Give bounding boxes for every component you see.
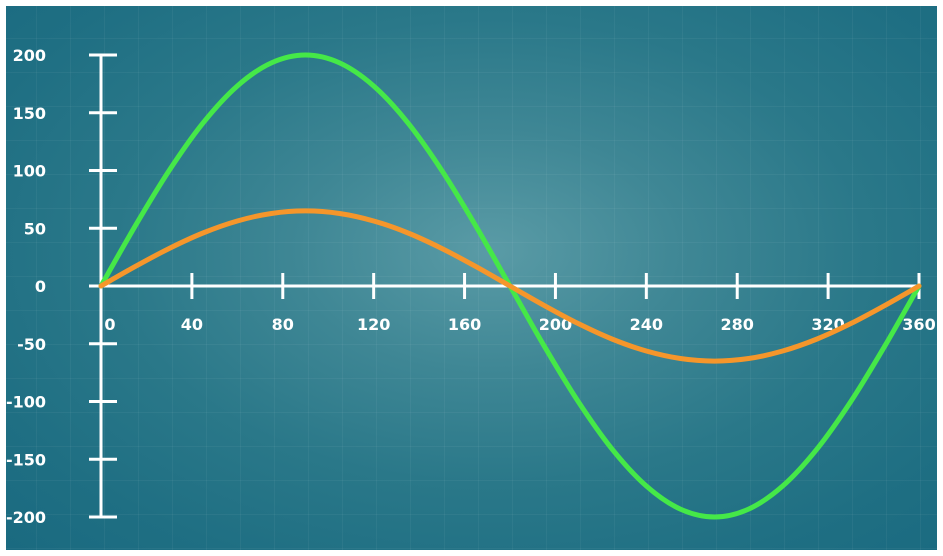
x-tick-label: 160 — [448, 315, 481, 334]
series-line-orange — [98, 208, 922, 364]
y-tick-label: -50 — [17, 335, 46, 354]
x-tick-label: 280 — [721, 315, 754, 334]
y-tick-label: -200 — [6, 508, 46, 527]
x-tick-label: 200 — [539, 315, 572, 334]
y-tick-label: 50 — [24, 219, 46, 238]
y-tick-label: 0 — [35, 277, 46, 296]
axes-group: 200 150 100 50 0 -50 -100 -150 -200 0 40 80 120 160 20… — [6, 46, 936, 527]
background-grid — [6, 6, 937, 550]
y-tick-label: 100 — [13, 162, 46, 181]
series-layer — [98, 52, 922, 520]
x-tick-label: 40 — [181, 315, 203, 334]
x-tick-label: 240 — [630, 315, 663, 334]
y-tick-label: -100 — [6, 393, 46, 412]
y-tick-label: 200 — [13, 46, 46, 65]
x-tick-label: 360 — [902, 315, 935, 334]
x-tick-label: 120 — [357, 315, 390, 334]
x-tick-label: 80 — [272, 315, 294, 334]
y-tick-label: -150 — [6, 450, 46, 469]
y-tick-label: 150 — [13, 104, 46, 123]
chart-panel — [6, 6, 937, 550]
x-tick-label: 0 — [104, 315, 115, 334]
